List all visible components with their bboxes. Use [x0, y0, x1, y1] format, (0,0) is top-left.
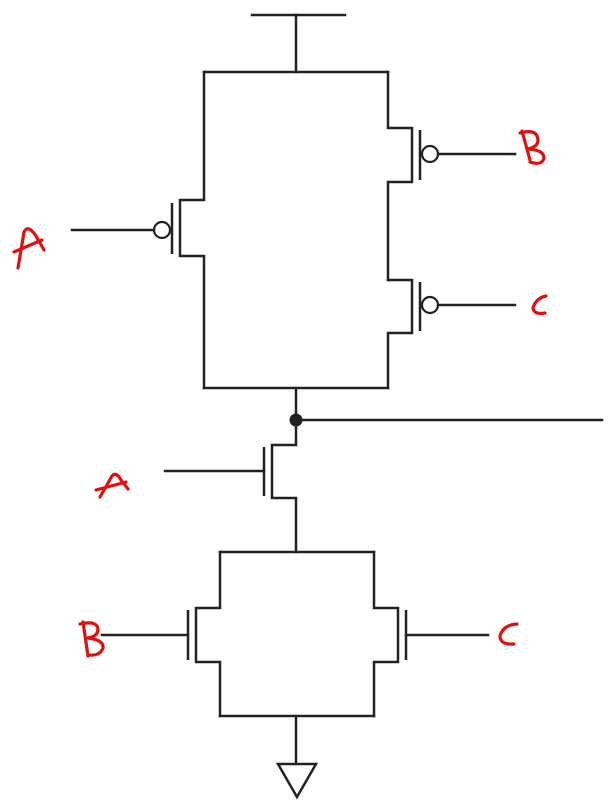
label-pmos-c: C [531, 294, 548, 316]
pull-up-network [70, 70, 517, 422]
label-nmos-b: B [78, 620, 105, 658]
svg-text:C: C [540, 305, 541, 307]
vdd-supply-symbol [250, 13, 347, 74]
label-nmos-c: C [498, 622, 519, 646]
nmos-a-transistor [163, 418, 298, 554]
svg-text:C: C [508, 635, 509, 637]
ground-symbol [275, 762, 319, 800]
pull-down-network [100, 550, 490, 766]
output-node [289, 413, 604, 427]
svg-text:A: A [30, 250, 31, 253]
pmos-c-transistor [386, 278, 517, 390]
label-pmos-a: A [12, 227, 46, 270]
pmos-b-transistor [386, 70, 517, 282]
nmos-c-transistor [372, 550, 490, 718]
pmos-a-transistor [70, 70, 206, 390]
label-pmos-b: B [518, 129, 546, 165]
label-nmos-a: A [94, 472, 130, 499]
nmos-b-transistor [100, 550, 222, 718]
